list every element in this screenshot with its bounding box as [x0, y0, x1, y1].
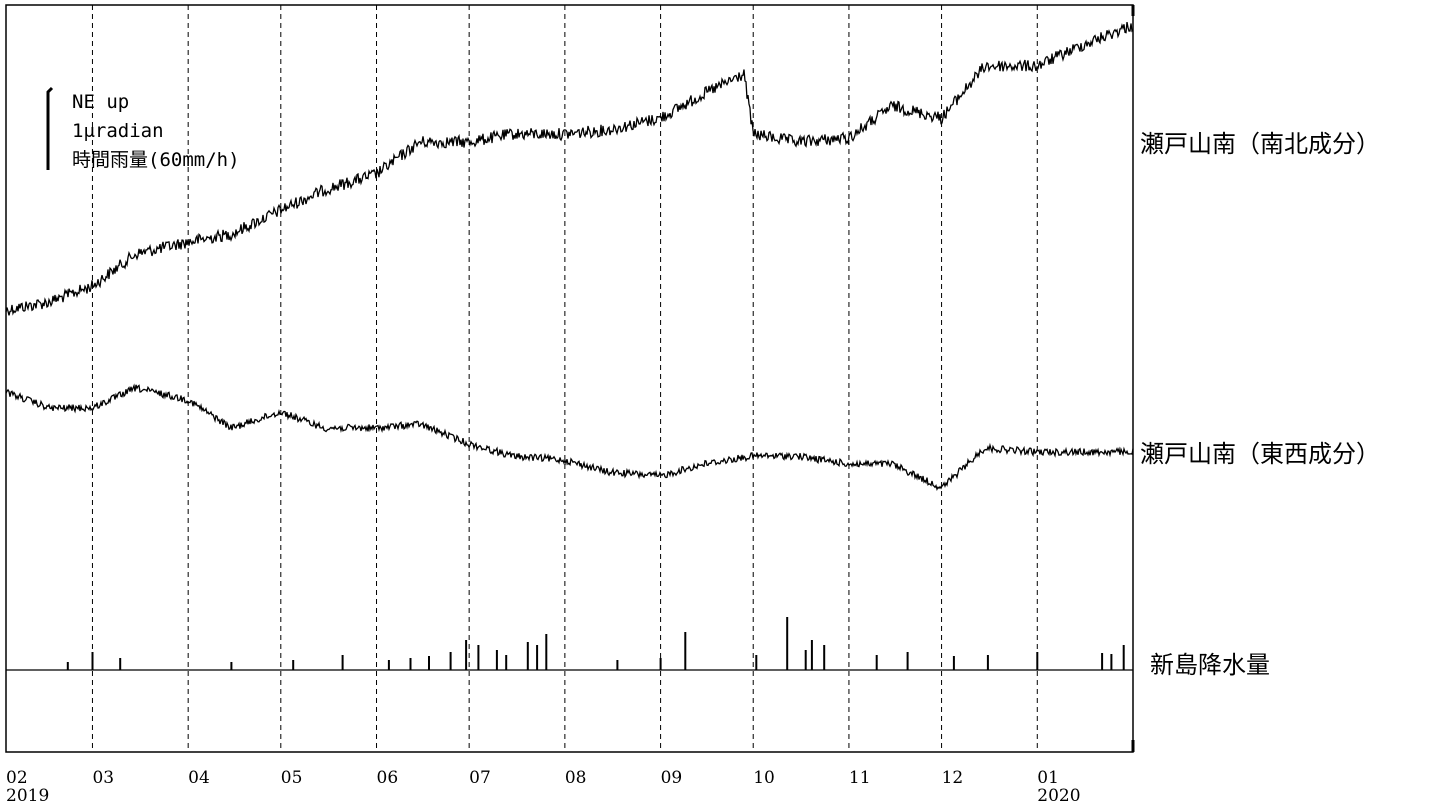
- rain-bar: [465, 640, 468, 670]
- rain-bar: [119, 658, 122, 670]
- tick-label-month: 07: [469, 768, 491, 788]
- rain-bar: [952, 656, 955, 670]
- rain-bar: [409, 658, 412, 670]
- scale-legend: NE up 1μradian 時間雨量(60mm/h): [46, 86, 240, 171]
- series-ew-line: [5, 383, 1134, 492]
- tick-label-month: 10: [753, 768, 775, 788]
- rain-bar: [1101, 653, 1104, 670]
- rain-bar: [1122, 645, 1125, 670]
- rain-bar: [230, 662, 233, 670]
- rain-bar: [66, 662, 69, 670]
- tick-label-month: 04: [188, 768, 210, 788]
- rain-bar: [449, 652, 452, 670]
- rain-bar: [495, 650, 498, 670]
- tick-label-month: 11: [849, 768, 871, 788]
- rain-bar: [477, 645, 480, 670]
- rain-bar: [341, 655, 344, 670]
- series-label-rain: 新島降水量: [1150, 651, 1270, 679]
- scale-bar-icon: [46, 86, 54, 170]
- rain-bar: [536, 645, 539, 670]
- rain-bars: [66, 617, 1125, 670]
- rain-bar: [684, 632, 687, 670]
- rain-bar: [91, 652, 94, 670]
- tick-label-month: 01: [1037, 768, 1059, 788]
- tick-label-month: 08: [565, 768, 587, 788]
- plot-frame: [5, 4, 1134, 753]
- rain-bar: [292, 660, 295, 670]
- tick-label-month: 09: [661, 768, 683, 788]
- rain-bar: [875, 655, 878, 670]
- rain-bar: [823, 645, 826, 670]
- legend-rain-scale: 時間雨量(60mm/h): [72, 149, 240, 171]
- rain-bar: [786, 617, 789, 670]
- rain-bar: [526, 642, 529, 670]
- rain-bar: [1110, 654, 1113, 670]
- tick-label-month: 03: [92, 768, 114, 788]
- month-gridlines: [91, 5, 1038, 752]
- rain-bar: [428, 656, 430, 670]
- rain-bar: [906, 652, 909, 670]
- series-ns-line: [5, 21, 1134, 316]
- rain-bar: [505, 655, 508, 670]
- rain-bar: [1036, 652, 1039, 670]
- tick-label-month: 12: [942, 768, 964, 788]
- rain-bar: [810, 640, 813, 670]
- tick-label-year: 2020: [1037, 786, 1080, 806]
- tick-label-month: 06: [377, 768, 399, 788]
- tick-label-month: 02: [6, 768, 28, 788]
- series-label-ew: 瀬戸山南（東西成分）: [1140, 440, 1380, 468]
- series-label-ns: 瀬戸山南（南北成分）: [1140, 130, 1380, 158]
- legend-direction: NE up: [72, 91, 129, 113]
- tick-label-month: 05: [281, 768, 303, 788]
- rain-bar: [804, 650, 807, 670]
- rain-bar: [755, 655, 758, 670]
- tick-label-year: 2019: [6, 786, 49, 806]
- rain-bar: [986, 655, 989, 670]
- rain-bar: [616, 660, 619, 670]
- legend-scale: 1μradian: [72, 120, 164, 142]
- rain-bar: [545, 634, 548, 670]
- rain-bar: [659, 658, 662, 670]
- rain-bar: [387, 660, 390, 670]
